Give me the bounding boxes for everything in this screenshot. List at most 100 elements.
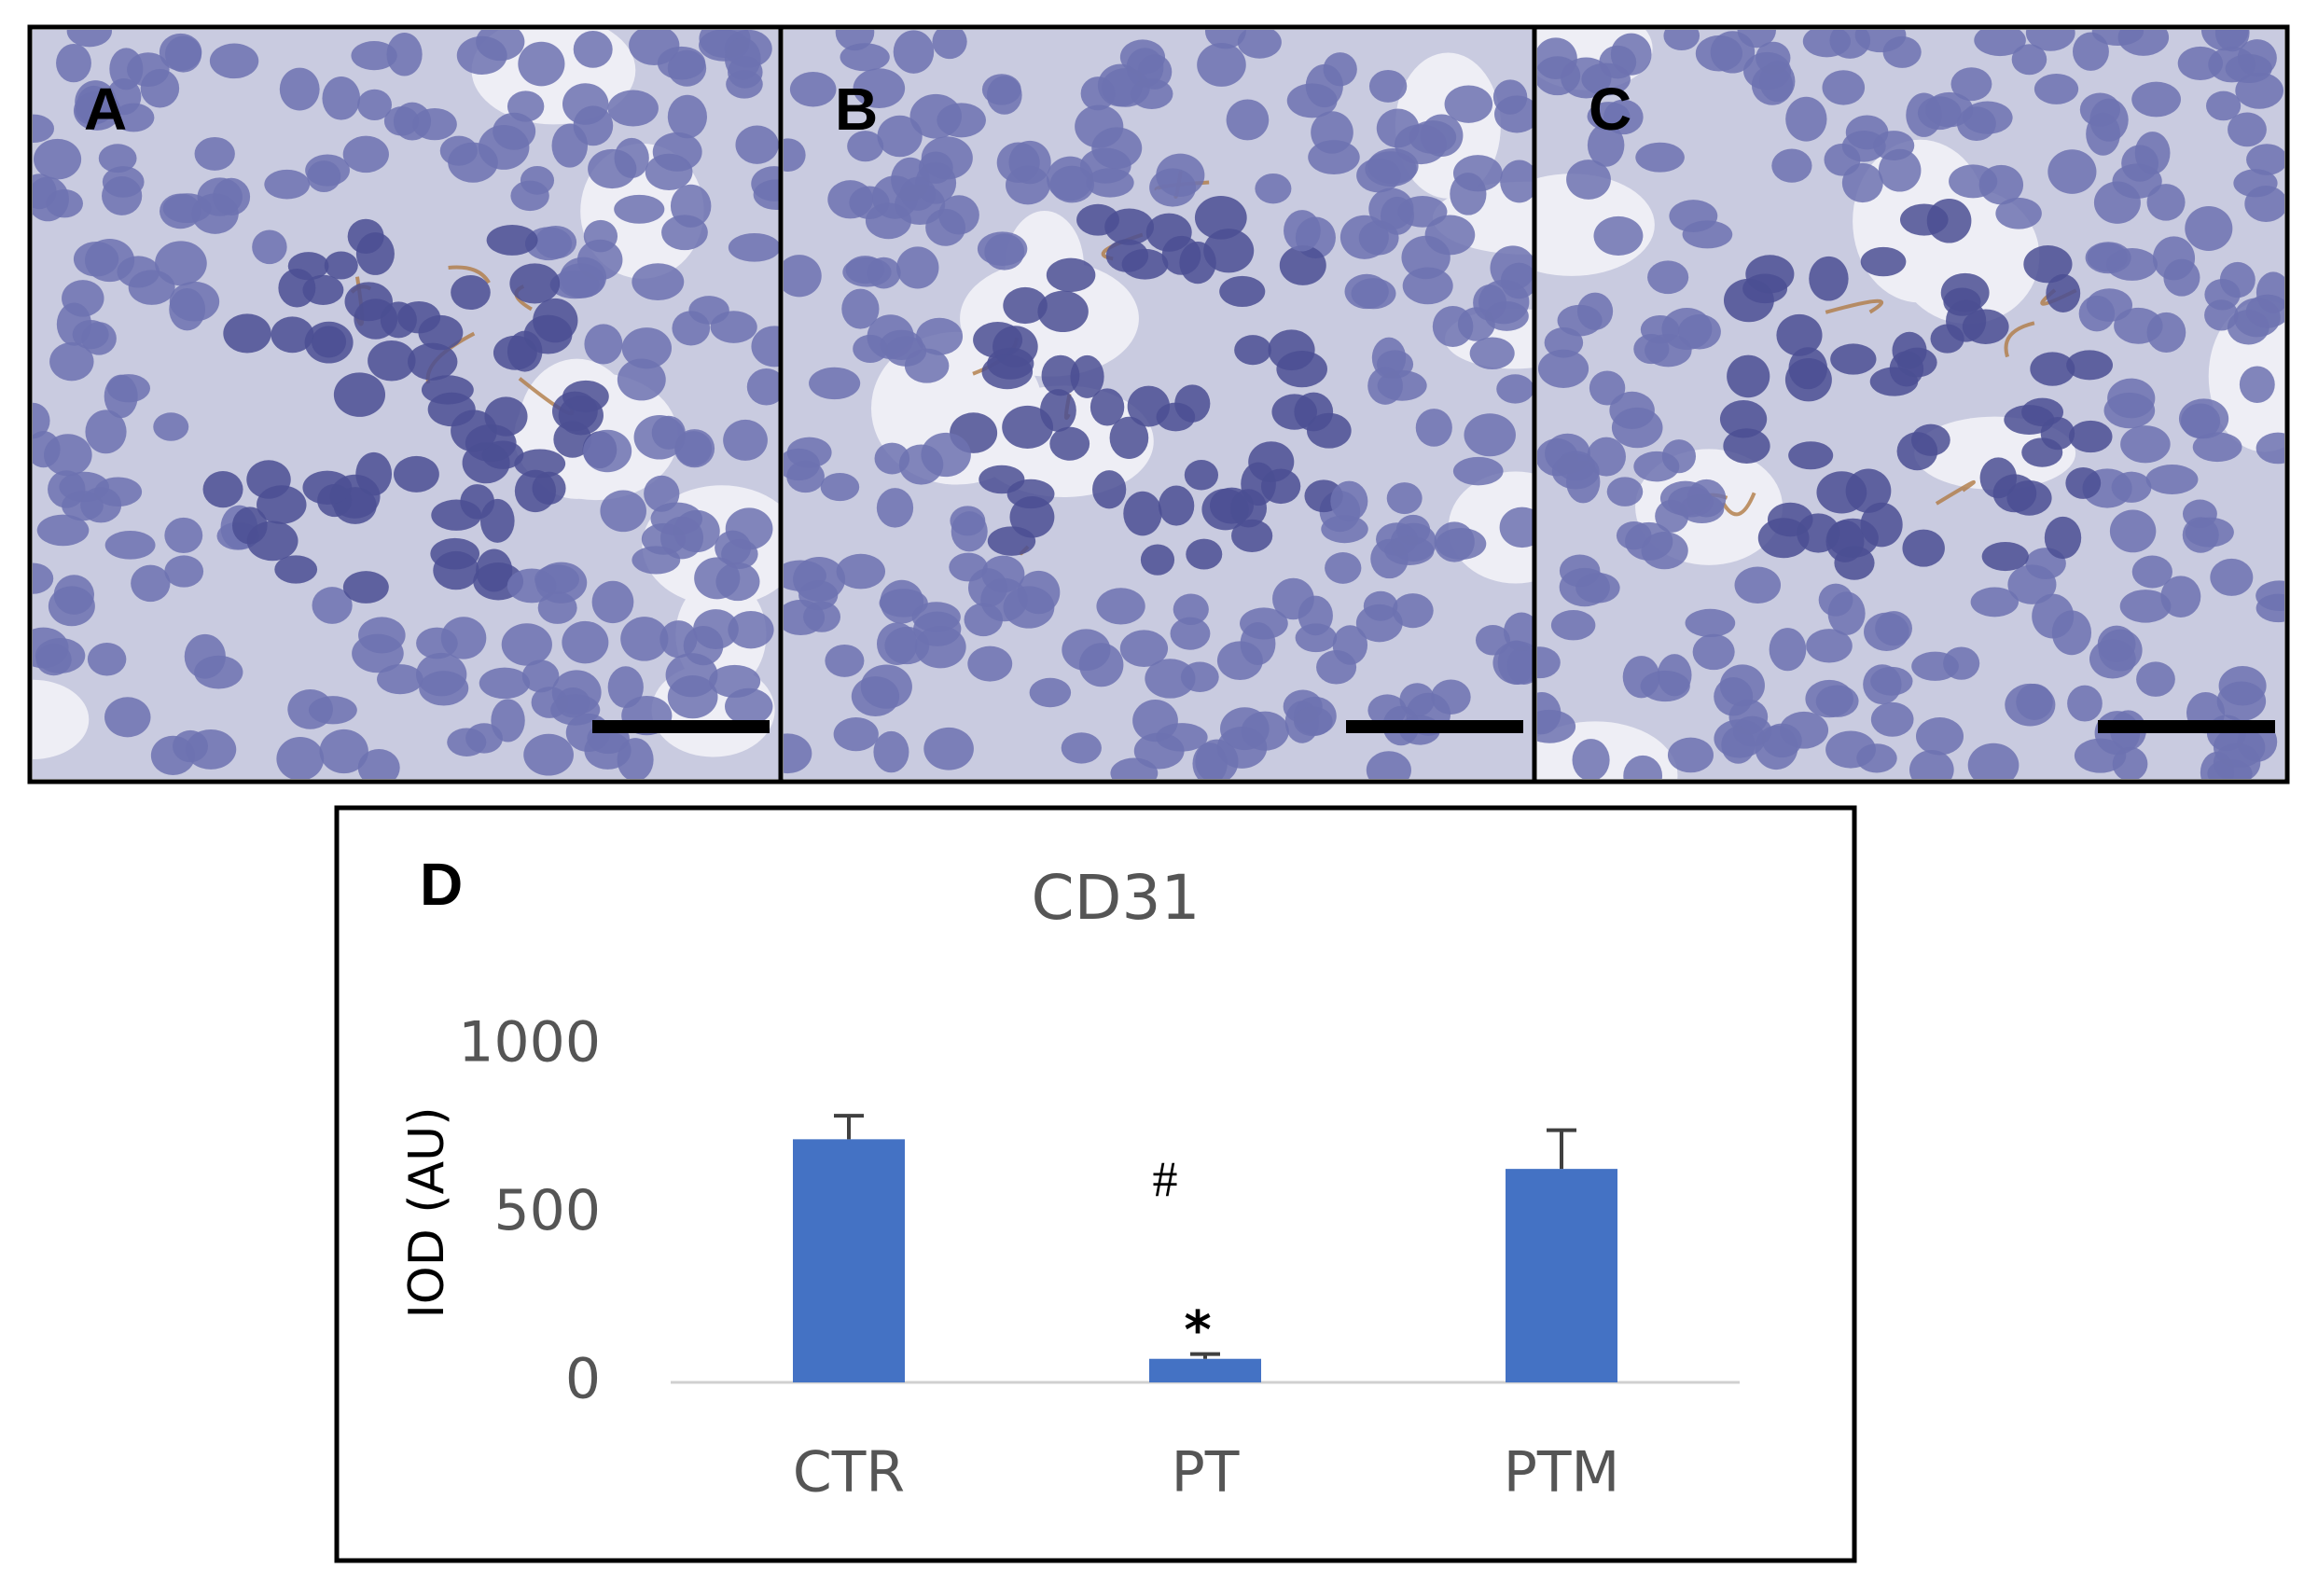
nucleus (2119, 590, 2172, 623)
nucleus (1635, 142, 1685, 173)
stain (1935, 479, 1976, 506)
nucleus (194, 136, 235, 171)
nucleus (1397, 196, 1448, 228)
nucleus (2006, 479, 2052, 516)
x-tick-label: PTM (1504, 1440, 1620, 1506)
nucleus (33, 402, 50, 439)
nucleus (1537, 709, 1576, 743)
nucleus (1822, 70, 1866, 105)
bar (793, 1139, 905, 1382)
nucleus (673, 509, 720, 553)
nucleus (56, 302, 92, 346)
nucleus (271, 316, 314, 354)
nucleus (728, 611, 774, 649)
nucleus (1140, 544, 1175, 576)
nucleus (430, 537, 480, 570)
nucleus (1271, 394, 1317, 430)
annotation: # (1153, 1151, 1178, 1207)
nucleus (1434, 521, 1475, 562)
nucleus (1802, 30, 1852, 58)
nucleus (2072, 32, 2109, 71)
nucleus (986, 76, 1022, 115)
nucleus (1974, 30, 2026, 57)
nucleus (1544, 327, 1584, 358)
nucleus (1537, 349, 1589, 388)
nucleus (1785, 96, 1827, 142)
nucleus (979, 465, 1025, 494)
nucleus (1226, 99, 1270, 141)
nucleus (1827, 591, 1866, 635)
nucleus (533, 298, 578, 343)
nucleus (476, 548, 513, 592)
nucleus (1161, 235, 1201, 275)
nucleus (523, 733, 574, 776)
nucleus (164, 35, 202, 73)
nucleus (2181, 403, 2221, 439)
nucleus (2030, 352, 2075, 386)
nucleus (2067, 685, 2103, 722)
x-tick-label: CTR (793, 1440, 905, 1506)
nucleus (319, 729, 368, 774)
nucleus (2146, 184, 2186, 221)
y-axis-label: IOD (AU) (399, 1106, 455, 1318)
nucleus (583, 429, 632, 473)
nucleus (1657, 654, 1692, 697)
nucleus (588, 148, 637, 189)
nucleus (876, 488, 914, 528)
nucleus (1469, 337, 1515, 370)
nucleus (1330, 480, 1368, 521)
error-bar (834, 1114, 864, 1140)
nucleus (2074, 738, 2127, 773)
nucleus (1029, 677, 1072, 708)
nucleus (1316, 650, 1357, 685)
nucleus (451, 274, 491, 311)
nucleus (1308, 140, 1360, 175)
nucleus (2204, 299, 2239, 331)
nucleus (893, 30, 935, 74)
nucleus (33, 431, 61, 468)
nucleus (725, 507, 773, 550)
nucleus (1566, 160, 1611, 200)
bar (1149, 1358, 1261, 1382)
nucleus (1587, 437, 1626, 477)
nucleus (1816, 471, 1867, 514)
nucleus (925, 208, 966, 246)
nucleus (2213, 742, 2261, 779)
nucleus (202, 471, 243, 508)
nucleus (644, 475, 680, 512)
nucleus (1090, 388, 1125, 426)
nucleus (1506, 646, 1533, 685)
nucleus (1492, 79, 1528, 115)
panel-frame (27, 24, 2290, 784)
nucleus (951, 511, 988, 552)
nucleus (659, 620, 698, 659)
nucleus (1119, 630, 1169, 668)
nucleus (820, 472, 860, 502)
nucleus (509, 263, 561, 304)
nucleus (2131, 81, 2181, 118)
stain (448, 265, 491, 285)
nucleus (1080, 76, 1116, 111)
nucleus (1279, 245, 1326, 285)
nucleus (394, 455, 439, 493)
nucleus (977, 231, 1028, 267)
nucleus (252, 229, 287, 265)
nucleus (1769, 628, 1807, 672)
nucleus (386, 33, 423, 76)
nucleus (34, 138, 82, 180)
nucleus (2033, 74, 2079, 104)
nucleus (1003, 286, 1048, 325)
nucleus (911, 602, 961, 632)
nucleus (98, 144, 137, 173)
nucleus (479, 667, 531, 700)
nucleus (1392, 593, 1434, 629)
nucleus (131, 564, 171, 603)
nucleus (1622, 656, 1660, 699)
nucleus (1339, 215, 1389, 259)
nucleus (2091, 30, 2144, 47)
nucleus (1444, 85, 1493, 123)
panel-label: C (1589, 76, 1631, 143)
nucleus (1070, 354, 1104, 398)
nucleus (1956, 106, 1996, 141)
